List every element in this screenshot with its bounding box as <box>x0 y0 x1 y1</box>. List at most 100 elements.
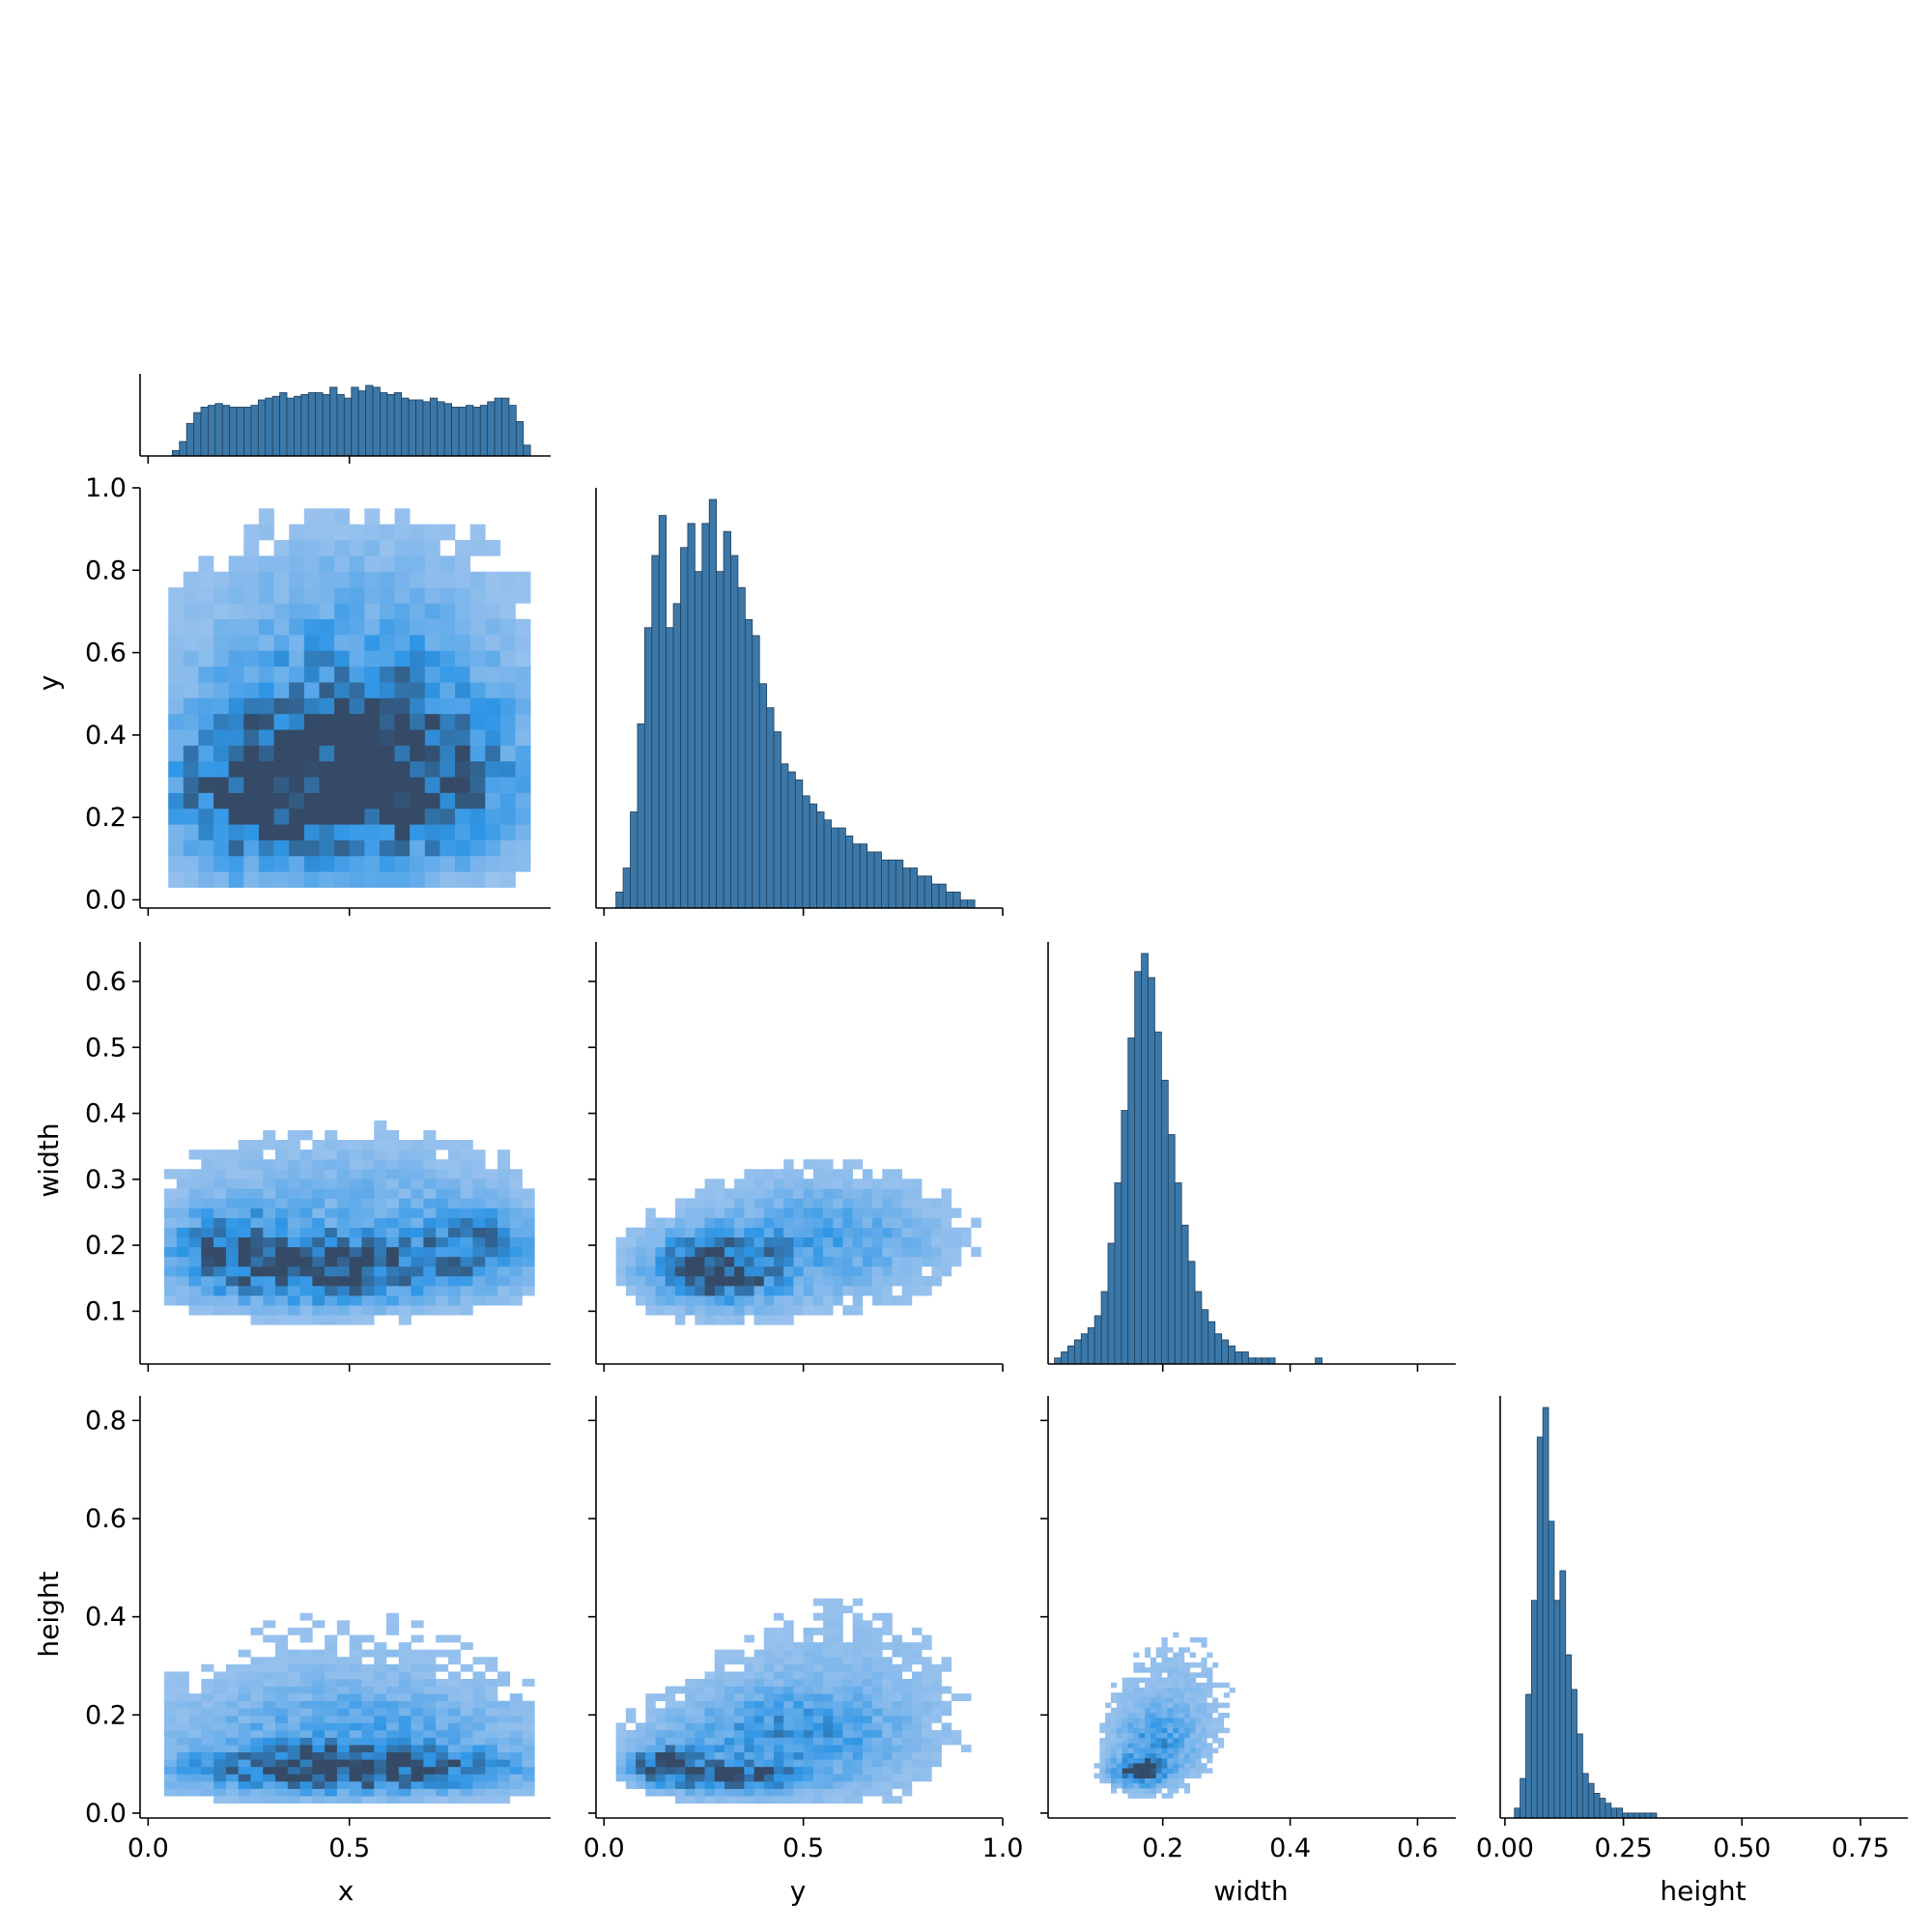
heat-cell <box>361 1140 375 1151</box>
heat-cell <box>289 792 305 810</box>
heat-cell <box>783 1781 794 1789</box>
heat-cell <box>436 1759 449 1768</box>
heat-cell <box>1201 1722 1208 1728</box>
heat-cell <box>250 1722 264 1731</box>
heat-cell <box>655 1781 666 1789</box>
heat-cell <box>225 1188 239 1199</box>
heat-cell <box>852 1715 864 1723</box>
heat-cell <box>287 1256 300 1267</box>
heat-cell <box>842 1649 853 1658</box>
heat-cell <box>225 1305 239 1316</box>
heat-cell <box>243 729 260 746</box>
heat-cell <box>1105 1718 1112 1723</box>
heat-cell <box>287 1708 300 1717</box>
heat-cell <box>349 1642 362 1650</box>
heat-cell <box>522 1276 535 1287</box>
heat-cell <box>243 587 260 604</box>
heat-cell <box>674 1708 686 1717</box>
heat-cell <box>361 1198 375 1208</box>
heat-cell <box>238 1781 251 1789</box>
heat-cell <box>472 1169 486 1179</box>
heat-cell <box>714 1217 725 1228</box>
heat-cell <box>469 524 486 541</box>
heat-cell <box>724 1305 735 1316</box>
heat-cell <box>852 1276 864 1287</box>
heat-cell <box>423 1217 437 1228</box>
heat-cell <box>485 1759 498 1768</box>
heat-cell <box>515 792 531 810</box>
heat-cell <box>287 1649 300 1658</box>
heat-cell <box>823 1766 834 1775</box>
heat-cell <box>225 1246 239 1258</box>
heat-cell <box>509 1198 523 1208</box>
heat-cell <box>842 1722 853 1731</box>
heat-cell <box>273 555 290 573</box>
heat-cell <box>793 1722 804 1731</box>
heat-cell <box>1139 1677 1146 1684</box>
x-tick-label: 0.6 <box>1397 1833 1438 1863</box>
heat-cell <box>436 1700 449 1709</box>
heat-cell <box>250 1150 264 1160</box>
heat-cell <box>455 697 470 715</box>
heat-cell <box>243 713 260 730</box>
heat-cell <box>1116 1773 1122 1779</box>
heat-cell <box>852 1774 864 1782</box>
heat-cell <box>704 1737 716 1746</box>
heat-cell <box>394 603 411 620</box>
heat-cell <box>287 1315 300 1325</box>
heat-cell <box>386 1751 400 1760</box>
hist-bar <box>1174 1182 1182 1365</box>
heat-cell <box>744 1305 754 1316</box>
heat-cell <box>287 1774 300 1782</box>
heat-cell <box>1201 1692 1208 1698</box>
heat-cell <box>398 1246 412 1258</box>
heat-cell <box>882 1276 893 1287</box>
heat-cell <box>188 1188 202 1199</box>
heat-cell <box>364 745 381 762</box>
heat-cell <box>411 1796 424 1804</box>
heat-cell <box>168 808 185 825</box>
hist-bar <box>357 390 366 457</box>
heat-cell <box>225 1227 239 1238</box>
heat-cell <box>522 1788 535 1797</box>
heat-cell <box>1127 1677 1134 1684</box>
heat-cell <box>1139 1687 1146 1693</box>
heat-cell <box>325 1276 338 1287</box>
heat-cell <box>411 1693 424 1701</box>
heat-cell <box>424 635 440 651</box>
heat-cell <box>361 1796 375 1804</box>
heat-cell <box>852 1627 864 1635</box>
heat-cell <box>941 1730 952 1738</box>
heat-cell <box>714 1745 725 1753</box>
heat-cell <box>636 1246 646 1258</box>
heat-cell <box>440 713 456 730</box>
heat-cell <box>250 1169 264 1179</box>
heat-cell <box>349 635 365 651</box>
heat-cell <box>783 1751 794 1760</box>
heat-cell <box>774 1759 784 1768</box>
heat-cell <box>615 1751 627 1760</box>
heat-cell <box>823 1708 834 1717</box>
heat-cell <box>201 1265 214 1277</box>
heat-cell <box>892 1256 903 1267</box>
heat-cell <box>911 1642 923 1650</box>
heat-cell <box>319 540 335 556</box>
heat-cell <box>892 1295 903 1306</box>
heat-cell <box>411 1295 424 1306</box>
heat-cell <box>1150 1677 1157 1684</box>
heat-cell <box>645 1708 656 1717</box>
heat-cell <box>164 1766 178 1775</box>
heat-cell <box>922 1678 932 1687</box>
heat-cell <box>1139 1743 1146 1748</box>
heat-cell <box>931 1236 942 1248</box>
heat-cell <box>509 1265 523 1277</box>
heat-cell <box>364 650 381 668</box>
heat-cell <box>522 1774 535 1782</box>
heat-cell <box>515 760 531 778</box>
heat-cell <box>379 839 395 857</box>
heat-cell <box>734 1671 745 1680</box>
heat-cell <box>882 1678 893 1687</box>
heat-cell <box>753 1730 765 1738</box>
heat-cell <box>176 1781 189 1789</box>
heat-cell <box>842 1657 853 1665</box>
